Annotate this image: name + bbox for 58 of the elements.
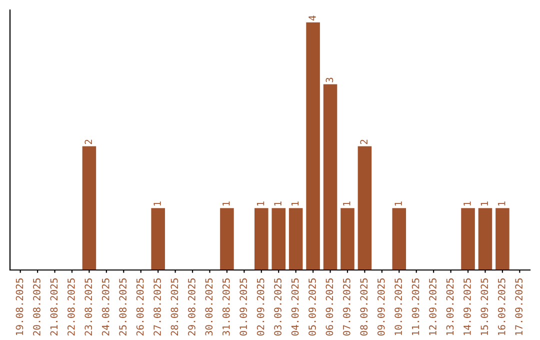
x-tick-label: 08.09.2025 [360,278,368,336]
x-tick-label: 17.09.2025 [515,278,523,335]
x-tick-label: 01.09.2025 [240,278,248,336]
bar [306,22,320,270]
bar [151,208,165,270]
x-tick-label: 21.08.2025 [50,278,58,336]
data-label: 4 [308,16,316,21]
x-tick-label: 28.08.2025 [170,278,178,336]
x-tick-label: 04.09.2025 [291,278,299,336]
x-tick-label: 09.09.2025 [377,278,385,336]
data-label: 1 [257,202,264,206]
data-label: 3 [326,78,334,82]
data-label: 2 [360,140,368,144]
data-label: 1 [222,202,230,206]
x-tick-label: 14.09.2025 [464,278,471,335]
x-tick-label: 29.08.2025 [188,278,196,336]
bar [340,208,354,270]
x-tick-label: 11.09.2025 [412,278,420,335]
x-tick-label: 15.09.2025 [480,278,488,335]
data-label: 1 [291,202,299,206]
bar [220,208,234,270]
x-tick-label: 02.09.2025 [256,278,264,336]
data-label: 1 [498,202,506,206]
bar [392,208,406,270]
data-label: 1 [154,202,161,206]
x-tick-label: 25.08.2025 [119,278,126,336]
x-tick-label: 07.09.2025 [342,278,350,336]
bar [461,208,475,270]
x-tick-label: 22.08.2025 [67,278,75,336]
x-tick-label: 13.09.2025 [446,278,454,335]
x-tick-label: 23.08.2025 [84,278,92,336]
bar [82,146,96,270]
bar [478,208,492,270]
x-tick-label: 24.08.2025 [102,278,110,336]
x-tick-label: 05.09.2025 [308,278,316,336]
x-tick-label: 16.09.2025 [498,278,506,335]
bar [272,208,286,270]
x-tick-label: 26.08.2025 [136,278,144,336]
bar [496,208,510,270]
bar [323,84,338,270]
x-tick-label: 03.09.2025 [274,278,282,336]
x-tick-label: 27.08.2025 [154,278,161,336]
x-tick-label: 12.09.2025 [429,278,436,335]
data-label: 2 [84,140,92,144]
x-tick-label: 06.09.2025 [326,278,334,336]
data-label: 1 [274,202,282,206]
data-label: 1 [394,202,402,206]
x-tick-label: 10.09.2025 [394,278,402,335]
bar [254,208,268,270]
data-label: 1 [343,202,350,206]
data-label: 1 [464,202,471,206]
bar [288,208,303,270]
x-tick-label: 30.08.2025 [205,278,213,336]
x-tick-label: 20.08.2025 [33,278,40,336]
x-tick-label: 19.08.2025 [16,278,24,335]
data-label: 1 [480,202,488,206]
bar [358,146,372,270]
x-tick-label: 31.08.2025 [222,278,230,336]
